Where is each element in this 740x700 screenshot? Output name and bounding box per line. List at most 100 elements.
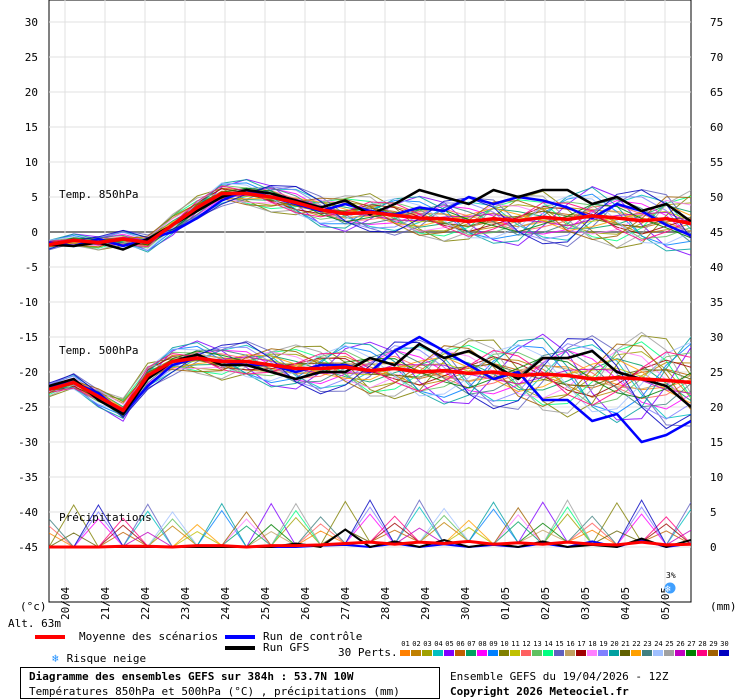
perts-label: 30 Perts. — [338, 646, 398, 659]
perturbation-line — [49, 336, 691, 424]
legend-snow: ❄ Risque neige — [52, 652, 146, 665]
right-tick-label: 40 — [710, 261, 723, 274]
pert-number: 01 — [401, 640, 410, 648]
left-tick-label: 5 — [31, 191, 38, 204]
x-tick-label: 21/04 — [99, 587, 112, 620]
x-axis-ticks: 20/04 21/04 22/04 23/04 24/04 25/04 26/04 27/04… — [59, 587, 672, 620]
series-line-t850 — [49, 188, 691, 251]
pert-swatch — [521, 650, 531, 656]
altitude-label: Alt. 63m — [8, 617, 61, 630]
pert-number: 20 — [610, 640, 619, 648]
left-tick-label: -15 — [18, 331, 38, 344]
left-tick-label: -25 — [18, 401, 38, 414]
pert-swatch — [488, 650, 498, 656]
right-unit: (mm) — [710, 600, 737, 613]
left-tick-label: -40 — [18, 506, 38, 519]
label-precip: Précipitations — [59, 511, 152, 524]
x-tick-label: 24/04 — [219, 587, 232, 620]
pert-swatch — [510, 650, 520, 656]
footer-title: Diagramme des ensembles GEFS sur 384h : … — [29, 670, 354, 683]
pert-swatch — [499, 650, 509, 656]
x-tick-label: 27/04 — [339, 587, 352, 620]
pert-number: 09 — [489, 640, 498, 648]
pert-swatch — [609, 650, 619, 656]
snowflake-icon: ❄ — [664, 582, 676, 595]
right-tick-label: 35 — [710, 296, 723, 309]
right-tick-label: 65 — [710, 86, 723, 99]
pert-swatch — [543, 650, 553, 656]
pert-number: 05 — [445, 640, 454, 648]
legend-mean: Moyenne des scénarios — [35, 630, 218, 643]
pert-swatch — [697, 650, 707, 656]
pert-number: 29 — [709, 640, 718, 648]
x-tick-label: 05/05 — [659, 587, 672, 620]
left-tick-label: -20 — [18, 366, 38, 379]
pert-swatch — [477, 650, 487, 656]
perturbation-line — [49, 185, 691, 248]
pert-number: 06 — [456, 640, 465, 648]
left-tick-label: 15 — [25, 121, 38, 134]
pert-number: 18 — [588, 640, 597, 648]
pert-number: 22 — [632, 640, 641, 648]
right-tick-label: 0 — [710, 541, 717, 554]
pert-swatch — [411, 650, 421, 656]
pert-swatch — [642, 650, 652, 656]
pert-number: 26 — [676, 640, 685, 648]
x-tick-label: 25/04 — [259, 587, 272, 620]
pert-number: 21 — [621, 640, 630, 648]
pert-number: 24 — [654, 640, 663, 648]
x-tick-label: 04/05 — [619, 587, 632, 620]
pert-swatch — [675, 650, 685, 656]
svg-text:❄: ❄ — [665, 584, 672, 595]
run-info: Ensemble GEFS du 19/04/2026 - 12Z — [450, 670, 669, 683]
perturbation-line — [49, 359, 691, 409]
left-tick-label: -35 — [18, 471, 38, 484]
series-line-t500 — [49, 342, 691, 416]
left-tick-label: 0 — [31, 226, 38, 239]
series-line-t850 — [49, 191, 691, 247]
pert-number: 23 — [643, 640, 652, 648]
pert-swatch — [400, 650, 410, 656]
pert-number: 10 — [500, 640, 509, 648]
pert-number: 13 — [533, 640, 542, 648]
right-tick-label: 10 — [710, 471, 723, 484]
x-tick-label: 20/04 — [59, 587, 72, 620]
footer-left-box: Diagramme des ensembles GEFS sur 384h : … — [20, 667, 440, 699]
x-tick-label: 30/04 — [459, 587, 472, 620]
pert-swatch — [631, 650, 641, 656]
x-tick-label: 02/05 — [539, 587, 552, 620]
pert-number: 14 — [544, 640, 553, 648]
x-tick-label: 23/04 — [179, 587, 192, 620]
left-tick-label: -30 — [18, 436, 38, 449]
pert-swatch — [565, 650, 575, 656]
pert-swatch — [554, 650, 564, 656]
pert-swatch — [466, 650, 476, 656]
right-tick-label: 25 — [710, 366, 723, 379]
pert-swatch — [455, 650, 465, 656]
right-tick-label: 20 — [710, 401, 723, 414]
x-tick-label: 03/05 — [579, 587, 592, 620]
footer-subtitle: Températures 850hPa et 500hPa (°C) , pré… — [29, 685, 400, 698]
pert-swatch — [576, 650, 586, 656]
pert-number: 27 — [687, 640, 696, 648]
pert-swatch — [444, 650, 454, 656]
left-tick-label: 30 — [25, 16, 38, 29]
right-tick-label: 60 — [710, 121, 723, 134]
copyright: Copyright 2026 Meteociel.fr — [450, 685, 629, 698]
pert-number: 11 — [511, 640, 520, 648]
pert-numbers: 01 02 03 04 05 06 07 08 09 10 11 12 13 14 15 16 17 18 19 20… — [400, 640, 730, 660]
plot-frame — [48, 0, 692, 603]
pert-number: 25 — [665, 640, 674, 648]
pert-swatch — [686, 650, 696, 656]
perturbation-line — [49, 338, 691, 430]
left-axis-ticks: 30 25 20 15 10 5 0 -5 -10 -15 -20 -25 -30 -35 -40 -45 — [18, 16, 38, 554]
right-tick-label: 50 — [710, 191, 723, 204]
label-t850: Temp. 850hPa — [59, 188, 138, 201]
pert-swatch — [598, 650, 608, 656]
left-tick-label: -10 — [18, 296, 38, 309]
perturbation-line — [49, 196, 691, 248]
left-tick-label: 25 — [25, 51, 38, 64]
perturbation-line — [49, 354, 691, 409]
legend-control: Run de contrôle — [225, 630, 362, 643]
